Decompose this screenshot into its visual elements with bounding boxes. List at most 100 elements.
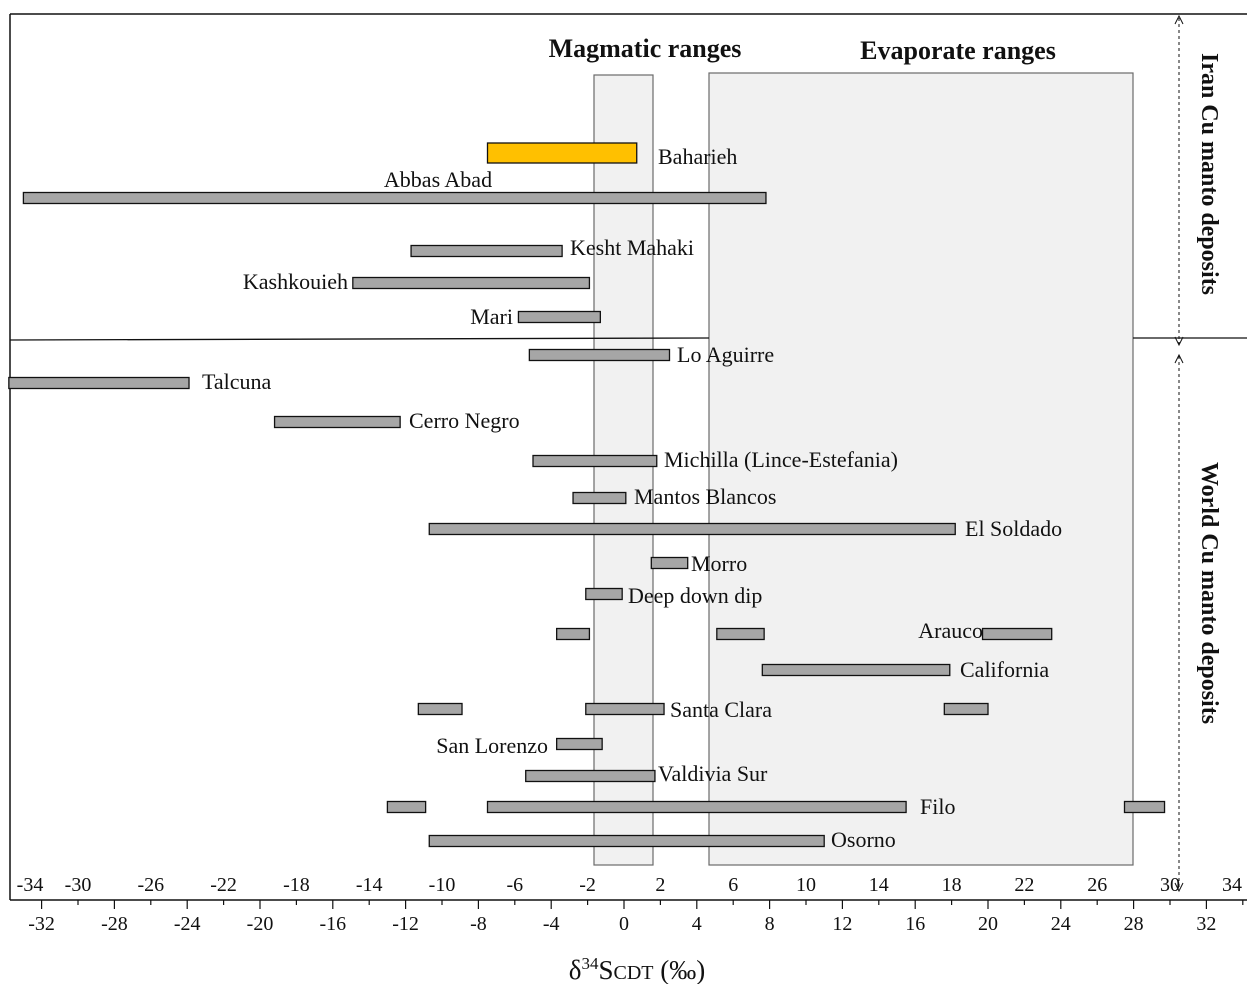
lower-tick-label: 28: [1124, 913, 1144, 935]
bar-santa-clara-1: [585, 702, 665, 716]
x-axis-title-prefix: δ: [569, 955, 582, 984]
upper-tick-label: 14: [869, 874, 889, 896]
deposit-label-mari: Mari: [470, 304, 513, 329]
magmatic-range-band: [593, 74, 654, 866]
deposit-label-abbas-abad: Abbas Abad: [384, 167, 492, 192]
x-axis-title-unit: (‰): [654, 955, 706, 984]
upper-tick-label: -26: [137, 874, 164, 896]
deposit-label-san-lorenzo: San Lorenzo: [436, 733, 548, 758]
deposit-label-talcuna: Talcuna: [202, 369, 272, 394]
lower-tick-labels: -32 -28 -24 -20 -16 -12 -8 -4 0 4 8 12 16 20 24 28 32: [28, 913, 1216, 935]
lower-tick-label: -24: [174, 913, 201, 935]
deposit-label-california: California: [960, 657, 1049, 682]
bar-mari-0: [517, 310, 601, 324]
upper-tick-label: 30: [1160, 874, 1180, 896]
bar-michilla-lince-estefania--0: [532, 454, 658, 468]
upper-tick-label: -30: [65, 874, 92, 896]
upper-tick-label: 34: [1222, 874, 1242, 896]
bar-cerro-negro-0: [273, 415, 401, 429]
lower-tick-label: 16: [905, 913, 925, 935]
x-axis-title-sub: CDT: [614, 962, 654, 984]
bar-arauco-1: [716, 627, 765, 641]
upper-tick-label: -6: [506, 874, 523, 896]
bar-deep-down-dip-0: [585, 587, 623, 601]
deposit-label-mantos-blancos: Mantos Blancos: [634, 484, 776, 509]
bar-kesht-mahaki-0: [410, 244, 563, 258]
bar-baharieh-0: [486, 142, 638, 164]
magmatic-range-label: Magmatic ranges: [549, 34, 742, 63]
deposit-label-arauco: Arauco: [918, 618, 983, 643]
lower-tick-label: -20: [247, 913, 274, 935]
upper-tick-label: -18: [283, 874, 310, 896]
deposit-label-morro: Morro: [691, 551, 747, 576]
lower-tick-label: -32: [28, 913, 55, 935]
upper-tick-label: -22: [210, 874, 237, 896]
upper-tick-label: -14: [356, 874, 383, 896]
lower-tick-label: 0: [619, 913, 629, 935]
x-axis-title-main: S: [598, 955, 613, 984]
upper-tick-labels: -34 -30 -26 -22 -18 -14 -10 -6 -2 2 6 10 14 18 22 26 30 3…: [17, 874, 1242, 896]
deposit-label-baharieh: Baharieh: [658, 144, 737, 169]
lower-tick-label: 32: [1196, 913, 1216, 935]
upper-tick-label: 2: [655, 874, 665, 896]
bar-abbas-abad-0: [22, 191, 767, 205]
lower-tick-label: -4: [543, 913, 560, 935]
bar-lo-aguirre-0: [528, 348, 671, 362]
deposit-label-valdivia-sur: Valdivia Sur: [658, 761, 768, 786]
deposit-label-cerro-negro: Cerro Negro: [409, 408, 520, 433]
evaporate-range-label: Evaporate ranges: [860, 36, 1056, 65]
bar-arauco-2: [981, 627, 1053, 641]
upper-tick-label: 22: [1014, 874, 1034, 896]
upper-tick-label: 26: [1087, 874, 1107, 896]
deposit-label-filo: Filo: [920, 794, 955, 819]
deposit-label-kashkouieh: Kashkouieh: [243, 269, 348, 294]
deposit-label-michilla-lince-estefania-: Michilla (Lince-Estefania): [664, 447, 898, 472]
lower-tick-label: -16: [319, 913, 346, 935]
bar-valdivia-sur-0: [525, 769, 656, 783]
iran-group-label: Iran Cu manto deposits: [1196, 53, 1222, 295]
bar-filo-2: [1123, 800, 1166, 814]
iran-group-arrow: [1174, 14, 1184, 347]
upper-tick-label: 18: [942, 874, 962, 896]
upper-tick-label: -2: [579, 874, 596, 896]
lower-tick-label: 8: [765, 913, 775, 935]
deposit-label-lo-aguirre: Lo Aguirre: [677, 342, 774, 367]
deposit-label-kesht-mahaki: Kesht Mahaki: [570, 235, 694, 260]
lower-tick-label: -12: [392, 913, 419, 935]
world-group-arrow: [1174, 353, 1184, 893]
lower-tick-label: -8: [470, 913, 487, 935]
lower-tick-label: 4: [692, 913, 702, 935]
bar-filo-1: [486, 800, 907, 814]
bar-santa-clara-0: [417, 702, 463, 716]
lower-tick-label: 20: [978, 913, 998, 935]
bar-morro-0: [650, 556, 689, 570]
bar-el-soldado-0: [428, 522, 956, 536]
bar-arauco-0: [556, 627, 591, 641]
deposit-label-el-soldado: El Soldado: [965, 516, 1062, 541]
lower-tick-label: 24: [1051, 913, 1071, 935]
range-bars: Baharieh Abbas Abad Kesht Mahaki Kashkouieh…: [8, 142, 1166, 852]
world-group-label: World Cu manto deposits: [1196, 462, 1222, 724]
x-axis-ticks: [40, 900, 1244, 909]
x-axis-title: δ34SCDT (‰): [569, 954, 706, 984]
deposit-label-osorno: Osorno: [831, 827, 896, 852]
bar-san-lorenzo-0: [556, 737, 603, 751]
bar-kashkouieh-0: [352, 276, 591, 290]
bar-mantos-blancos-0: [572, 491, 627, 505]
upper-tick-label: -34: [17, 874, 44, 896]
group-separator-left: [9, 337, 710, 341]
lower-tick-label: 12: [832, 913, 852, 935]
deposit-label-deep-down-dip: Deep down dip: [628, 583, 762, 608]
evaporate-range-band: [708, 72, 1134, 866]
bar-santa-clara-2: [943, 702, 989, 716]
bar-filo-0: [386, 800, 427, 814]
deposit-label-santa-clara: Santa Clara: [670, 697, 772, 722]
bar-osorno-0: [428, 834, 825, 848]
lower-tick-label: -28: [101, 913, 128, 935]
bar-california-0: [761, 663, 951, 677]
x-axis-title-sup: 34: [581, 954, 599, 973]
bar-talcuna-0: [8, 376, 190, 390]
upper-tick-label: 6: [728, 874, 738, 896]
upper-tick-label: 10: [796, 874, 816, 896]
